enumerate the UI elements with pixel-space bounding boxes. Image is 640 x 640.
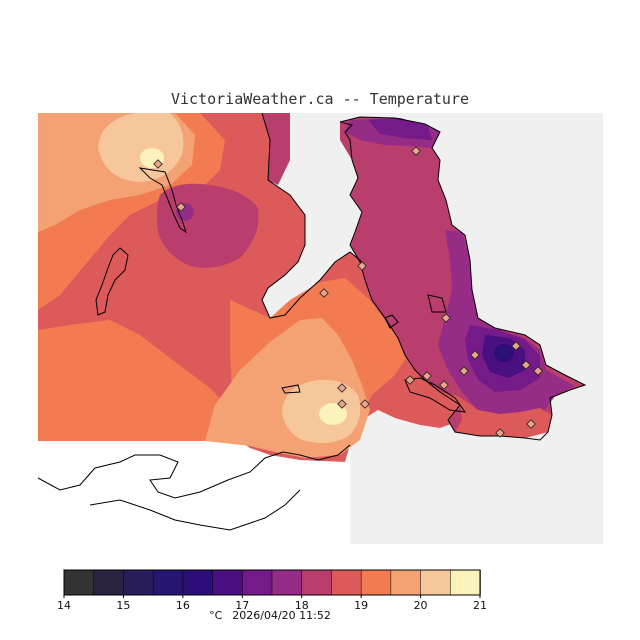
legend-tick-label: 20 [414, 599, 428, 612]
legend-swatch [301, 569, 333, 596]
station-marker [176, 202, 186, 212]
station-marker [337, 399, 347, 409]
station-marker [360, 399, 370, 409]
legend-swatch [420, 569, 452, 596]
legend-swatch [63, 569, 95, 596]
legend-swatch [360, 569, 392, 596]
station-marker [533, 366, 543, 376]
legend-tick-label: 21 [473, 599, 487, 612]
legend-swatch [242, 569, 273, 596]
legend-caption: °C 2026/04/20 11:52 [0, 609, 540, 622]
legend-unit: °C [209, 609, 223, 622]
legend-tick-label: 14 [57, 599, 71, 612]
station-markers [153, 146, 543, 438]
station-marker [357, 261, 367, 271]
station-marker [153, 159, 163, 169]
map-title: VictoriaWeather.ca -- Temperature [170, 90, 469, 108]
station-marker [521, 360, 531, 370]
legend-tick-label: 16 [176, 599, 190, 612]
station-marker [405, 375, 415, 385]
legend-tick-label: 18 [295, 599, 309, 612]
legend-swatch [212, 569, 244, 596]
legend-tick-label: 15 [116, 599, 130, 612]
legend-swatch [271, 569, 303, 596]
station-marker [459, 366, 469, 376]
station-marker [319, 288, 329, 298]
legend-swatch [450, 569, 481, 596]
station-marker [337, 383, 347, 393]
timestamp: 2026/04/20 11:52 [232, 609, 331, 622]
legend-swatch [182, 569, 214, 596]
legend-swatch [390, 569, 422, 596]
station-marker [495, 428, 505, 438]
station-marker [511, 341, 521, 351]
west-temperature-field [38, 113, 462, 462]
legend-tick-label: 17 [235, 599, 249, 612]
legend-tick-label: 19 [354, 599, 368, 612]
legend-swatch [123, 569, 154, 596]
legend-swatch [93, 569, 125, 596]
station-marker [441, 313, 451, 323]
legend-swatch [152, 569, 184, 596]
station-marker [439, 380, 449, 390]
legend-swatch [331, 569, 362, 596]
station-marker [470, 350, 480, 360]
coastlines [37, 112, 587, 531]
station-marker [422, 371, 432, 381]
station-marker [526, 419, 536, 429]
station-marker [411, 146, 421, 156]
